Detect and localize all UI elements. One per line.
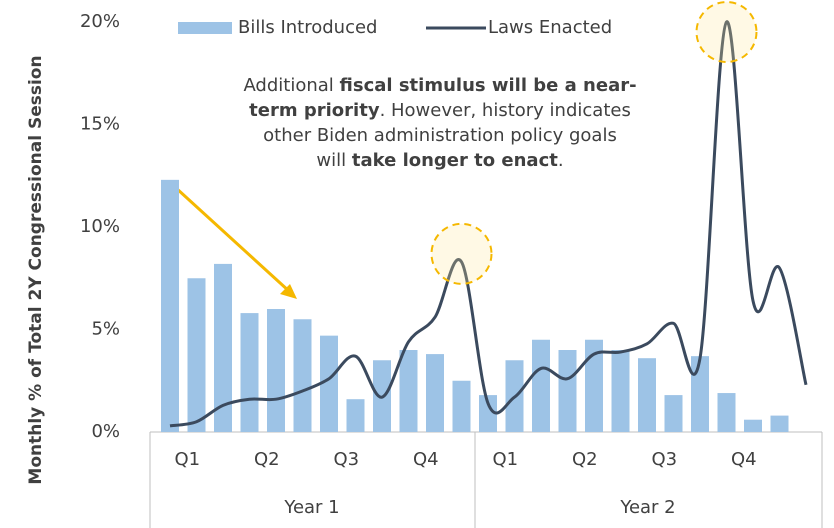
annotation-part: . However, history indicates [380,100,631,121]
bar [770,415,789,432]
bar [452,380,471,432]
line [169,20,808,428]
y-tick-label: 10% [80,216,120,237]
bar [611,350,630,432]
y-tick-label: 5% [91,319,120,340]
bar [558,350,577,432]
bar [346,399,365,432]
annotation-part: . [558,150,564,171]
bar [320,335,338,432]
y-tick-label: 0% [91,421,120,442]
highlight-circle [695,1,758,63]
y-axis-label: Monthly % of Total 2Y Congressional Sess… [26,55,46,484]
bar [426,354,444,432]
annotation-part: take longer to enact [352,150,558,171]
legend-swatch [178,22,232,34]
bar [638,358,656,432]
annotation-part: Additional [243,75,339,96]
bar [240,313,259,432]
annotation-part: term priority [249,100,380,121]
bar [585,339,603,432]
highlight-circle [430,222,493,285]
bar [399,350,418,432]
bar [717,393,736,432]
bar [214,263,232,432]
quarter-label: Q2 [572,449,598,470]
annotation-part: other Biden administration policy goals [263,125,617,146]
bar [267,309,285,432]
quarter-label: Q2 [254,449,280,470]
quarter-label: Q1 [174,449,200,470]
y-tick-label: 15% [80,114,120,135]
bar [479,395,497,432]
bar [161,179,179,432]
legend-label: Bills Introduced [238,17,377,38]
quarter-label: Q4 [413,449,439,470]
quarter-label: Q4 [731,449,757,470]
year-label: Year 1 [283,497,339,518]
quarter-label: Q3 [651,449,677,470]
annotation: other Biden administration policy goals [263,125,617,146]
bar [691,356,709,432]
annotation: Additional fiscal stimulus will be a nea… [243,75,636,96]
year-label: Year 2 [619,497,675,518]
legend-label: Laws Enacted [488,17,612,38]
annotation: term priority. However, history indicate… [249,100,631,121]
annotation-part: fiscal stimulus will be a near- [340,75,637,96]
arrow-head [280,284,297,299]
bar [187,278,206,432]
bar [532,339,550,432]
bar [664,395,683,432]
quarter-label: Q1 [492,449,518,470]
quarter-label: Q3 [333,449,359,470]
annotation-part: will [316,150,351,171]
arrow [174,186,292,294]
bar [744,419,762,432]
y-tick-label: 20% [80,11,120,32]
annotation: will take longer to enact. [316,150,563,171]
bar [293,319,312,432]
